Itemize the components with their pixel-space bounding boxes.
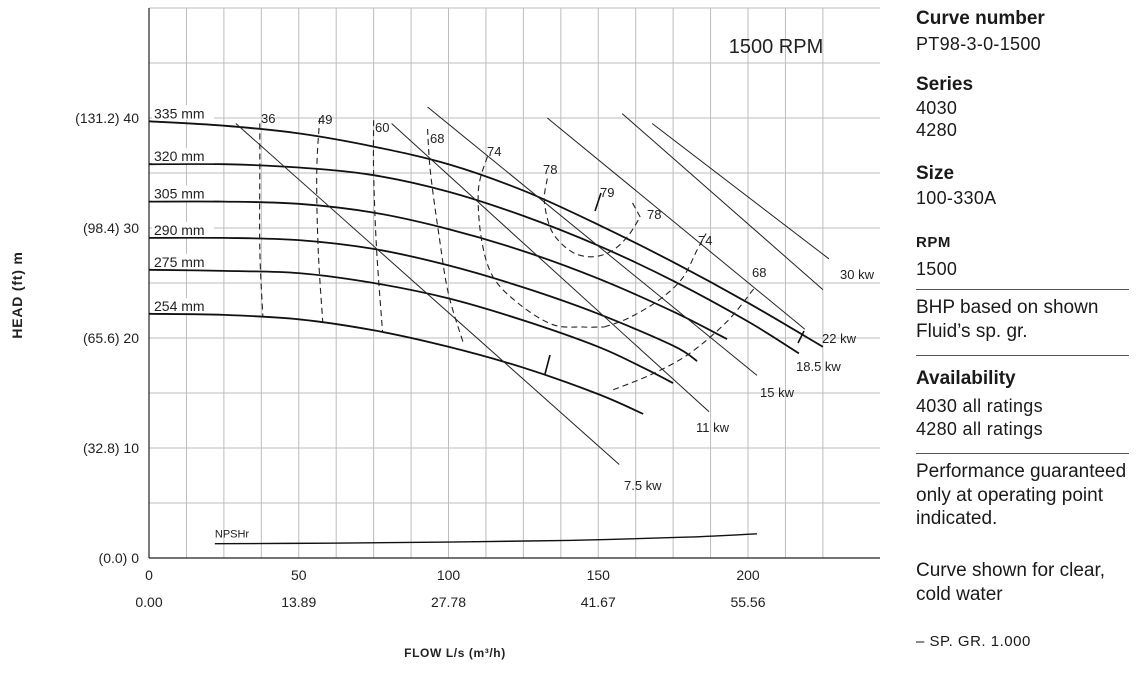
efficiency-contour: [613, 288, 755, 391]
power-line: [651, 123, 830, 260]
rpm-value: 1500: [916, 259, 958, 279]
availability-value-2: 4280 all ratings: [916, 419, 1043, 439]
chart-title: 1500 RPM: [729, 36, 824, 58]
power-label: 30 kw: [840, 267, 875, 282]
efficiency-contour: [259, 123, 264, 317]
chart-labels: (0.0) 0 (32.8) 10 (65.6) 20 (98.4) 30 (131.2…: [9, 36, 875, 660]
power-line: [427, 106, 758, 376]
divider: [916, 355, 1129, 356]
y-tick-label: (32.8) 10: [83, 440, 139, 456]
power-label: 11 kw: [696, 420, 730, 435]
x-axis-title: FLOW L/s (m³/h): [404, 646, 506, 660]
efficiency-label: 60: [375, 120, 389, 135]
bhp-note: BHP based on shown Fluid’s sp. gr.: [916, 297, 1099, 342]
operating-point-mark: [797, 330, 805, 344]
axes: [148, 8, 880, 559]
efficiency-label: 49: [318, 112, 332, 127]
series-heading: Series: [916, 74, 974, 95]
efficiency-contour: [604, 233, 707, 328]
x-tick-label: 150: [587, 567, 611, 583]
impeller-curve: [148, 163, 800, 355]
efficiency-label: 74: [698, 233, 712, 248]
pump-curve-chart: (0.0) 0 (32.8) 10 (65.6) 20 (98.4) 30 (131.2…: [9, 7, 880, 660]
y-axis-title: HEAD (ft) m: [9, 251, 25, 338]
y-tick-label: (98.4) 30: [83, 220, 139, 236]
efficiency-label: 68: [752, 265, 766, 280]
x-tick-label-secondary: 55.56: [730, 594, 765, 610]
availability-value-1: 4030 all ratings: [916, 396, 1043, 416]
efficiency-contour: [372, 120, 384, 333]
x-tick-label-secondary: 27.78: [431, 594, 466, 610]
efficiency-label: 78: [543, 162, 557, 177]
efficiency-contour: [316, 117, 324, 322]
grid-lines: [148, 7, 880, 558]
impeller-size-label: 335 mm: [154, 105, 205, 121]
impeller-size-label: 275 mm: [154, 254, 205, 270]
x-tick-label-secondary: 0.00: [135, 594, 162, 610]
y-tick-label: (131.2) 40: [75, 110, 139, 126]
x-tick-label: 0: [145, 567, 153, 583]
x-tick-label: 100: [437, 567, 461, 583]
power-line: [235, 123, 620, 465]
power-line: [547, 117, 806, 330]
series-value-2: 4280: [916, 120, 958, 140]
curve-label-bg: [152, 148, 214, 164]
efficiency-contour: [477, 156, 605, 328]
impeller-curve: [148, 200, 728, 340]
efficiency-label: 74: [487, 144, 501, 159]
divider: [916, 289, 1129, 290]
x-tick-label: 200: [736, 567, 760, 583]
curve-label-bg: [152, 297, 214, 313]
divider: [916, 453, 1129, 454]
curve-label-bg: [152, 221, 214, 237]
efficiency-contour: [630, 200, 641, 218]
efficiency-contours: [259, 117, 755, 391]
y-tick-label: (0.0) 0: [99, 550, 140, 566]
series-value-1: 4030: [916, 98, 958, 118]
curve-number-value: PT98-3-0-1500: [916, 34, 1041, 54]
impeller-curve: [148, 236, 698, 362]
npshr-label: NPSHr: [215, 529, 250, 541]
sp-gr-note: – SP. GR. 1.000: [916, 633, 1031, 650]
impeller-curve: [148, 120, 824, 348]
y-tick-label: (65.6) 20: [83, 330, 139, 346]
power-line: [391, 123, 710, 413]
best-efficiency-mark: [594, 192, 602, 212]
x-tick-label-secondary: 41.67: [581, 594, 616, 610]
impeller-curve: [148, 312, 644, 415]
power-label: 18.5 kw: [796, 359, 841, 374]
operating-point-mark: [544, 354, 551, 375]
x-tick-label: 50: [291, 567, 307, 583]
size-heading: Size: [916, 163, 955, 184]
efficiency-contour: [426, 128, 465, 344]
impeller-size-label: 320 mm: [154, 148, 205, 164]
curve-note: Curve shown for clear, cold water: [916, 560, 1106, 605]
power-line: [621, 113, 824, 290]
curve-label-bg: [152, 185, 214, 201]
availability-heading: Availability: [916, 368, 1016, 389]
power-label: 7.5 kw: [624, 478, 662, 493]
power-label: 15 kw: [760, 385, 795, 400]
impeller-size-label: 290 mm: [154, 222, 205, 238]
curve-number-heading: Curve number: [916, 8, 1045, 29]
impeller-curve: [148, 268, 674, 384]
impeller-size-label: 305 mm: [154, 186, 205, 202]
rpm-heading: RPM: [916, 234, 951, 251]
impeller-size-label: 254 mm: [154, 298, 205, 314]
efficiency-contour: [543, 178, 641, 258]
efficiency-label: 78: [647, 207, 661, 222]
power-label: 22 kw: [822, 331, 857, 346]
npshr-curve: [214, 533, 758, 545]
power-lines: [235, 106, 830, 465]
x-tick-label-secondary: 13.89: [281, 594, 316, 610]
impeller-curves: [148, 120, 824, 545]
efficiency-label: 68: [430, 131, 444, 146]
size-value: 100-330A: [916, 188, 997, 208]
performance-note: Performance guaranteed only at operating…: [916, 461, 1127, 529]
efficiency-label: 36: [261, 111, 275, 126]
peak-efficiency-label: 79: [600, 185, 614, 200]
curve-label-bg: [152, 105, 214, 121]
curve-label-bg: [152, 253, 214, 269]
